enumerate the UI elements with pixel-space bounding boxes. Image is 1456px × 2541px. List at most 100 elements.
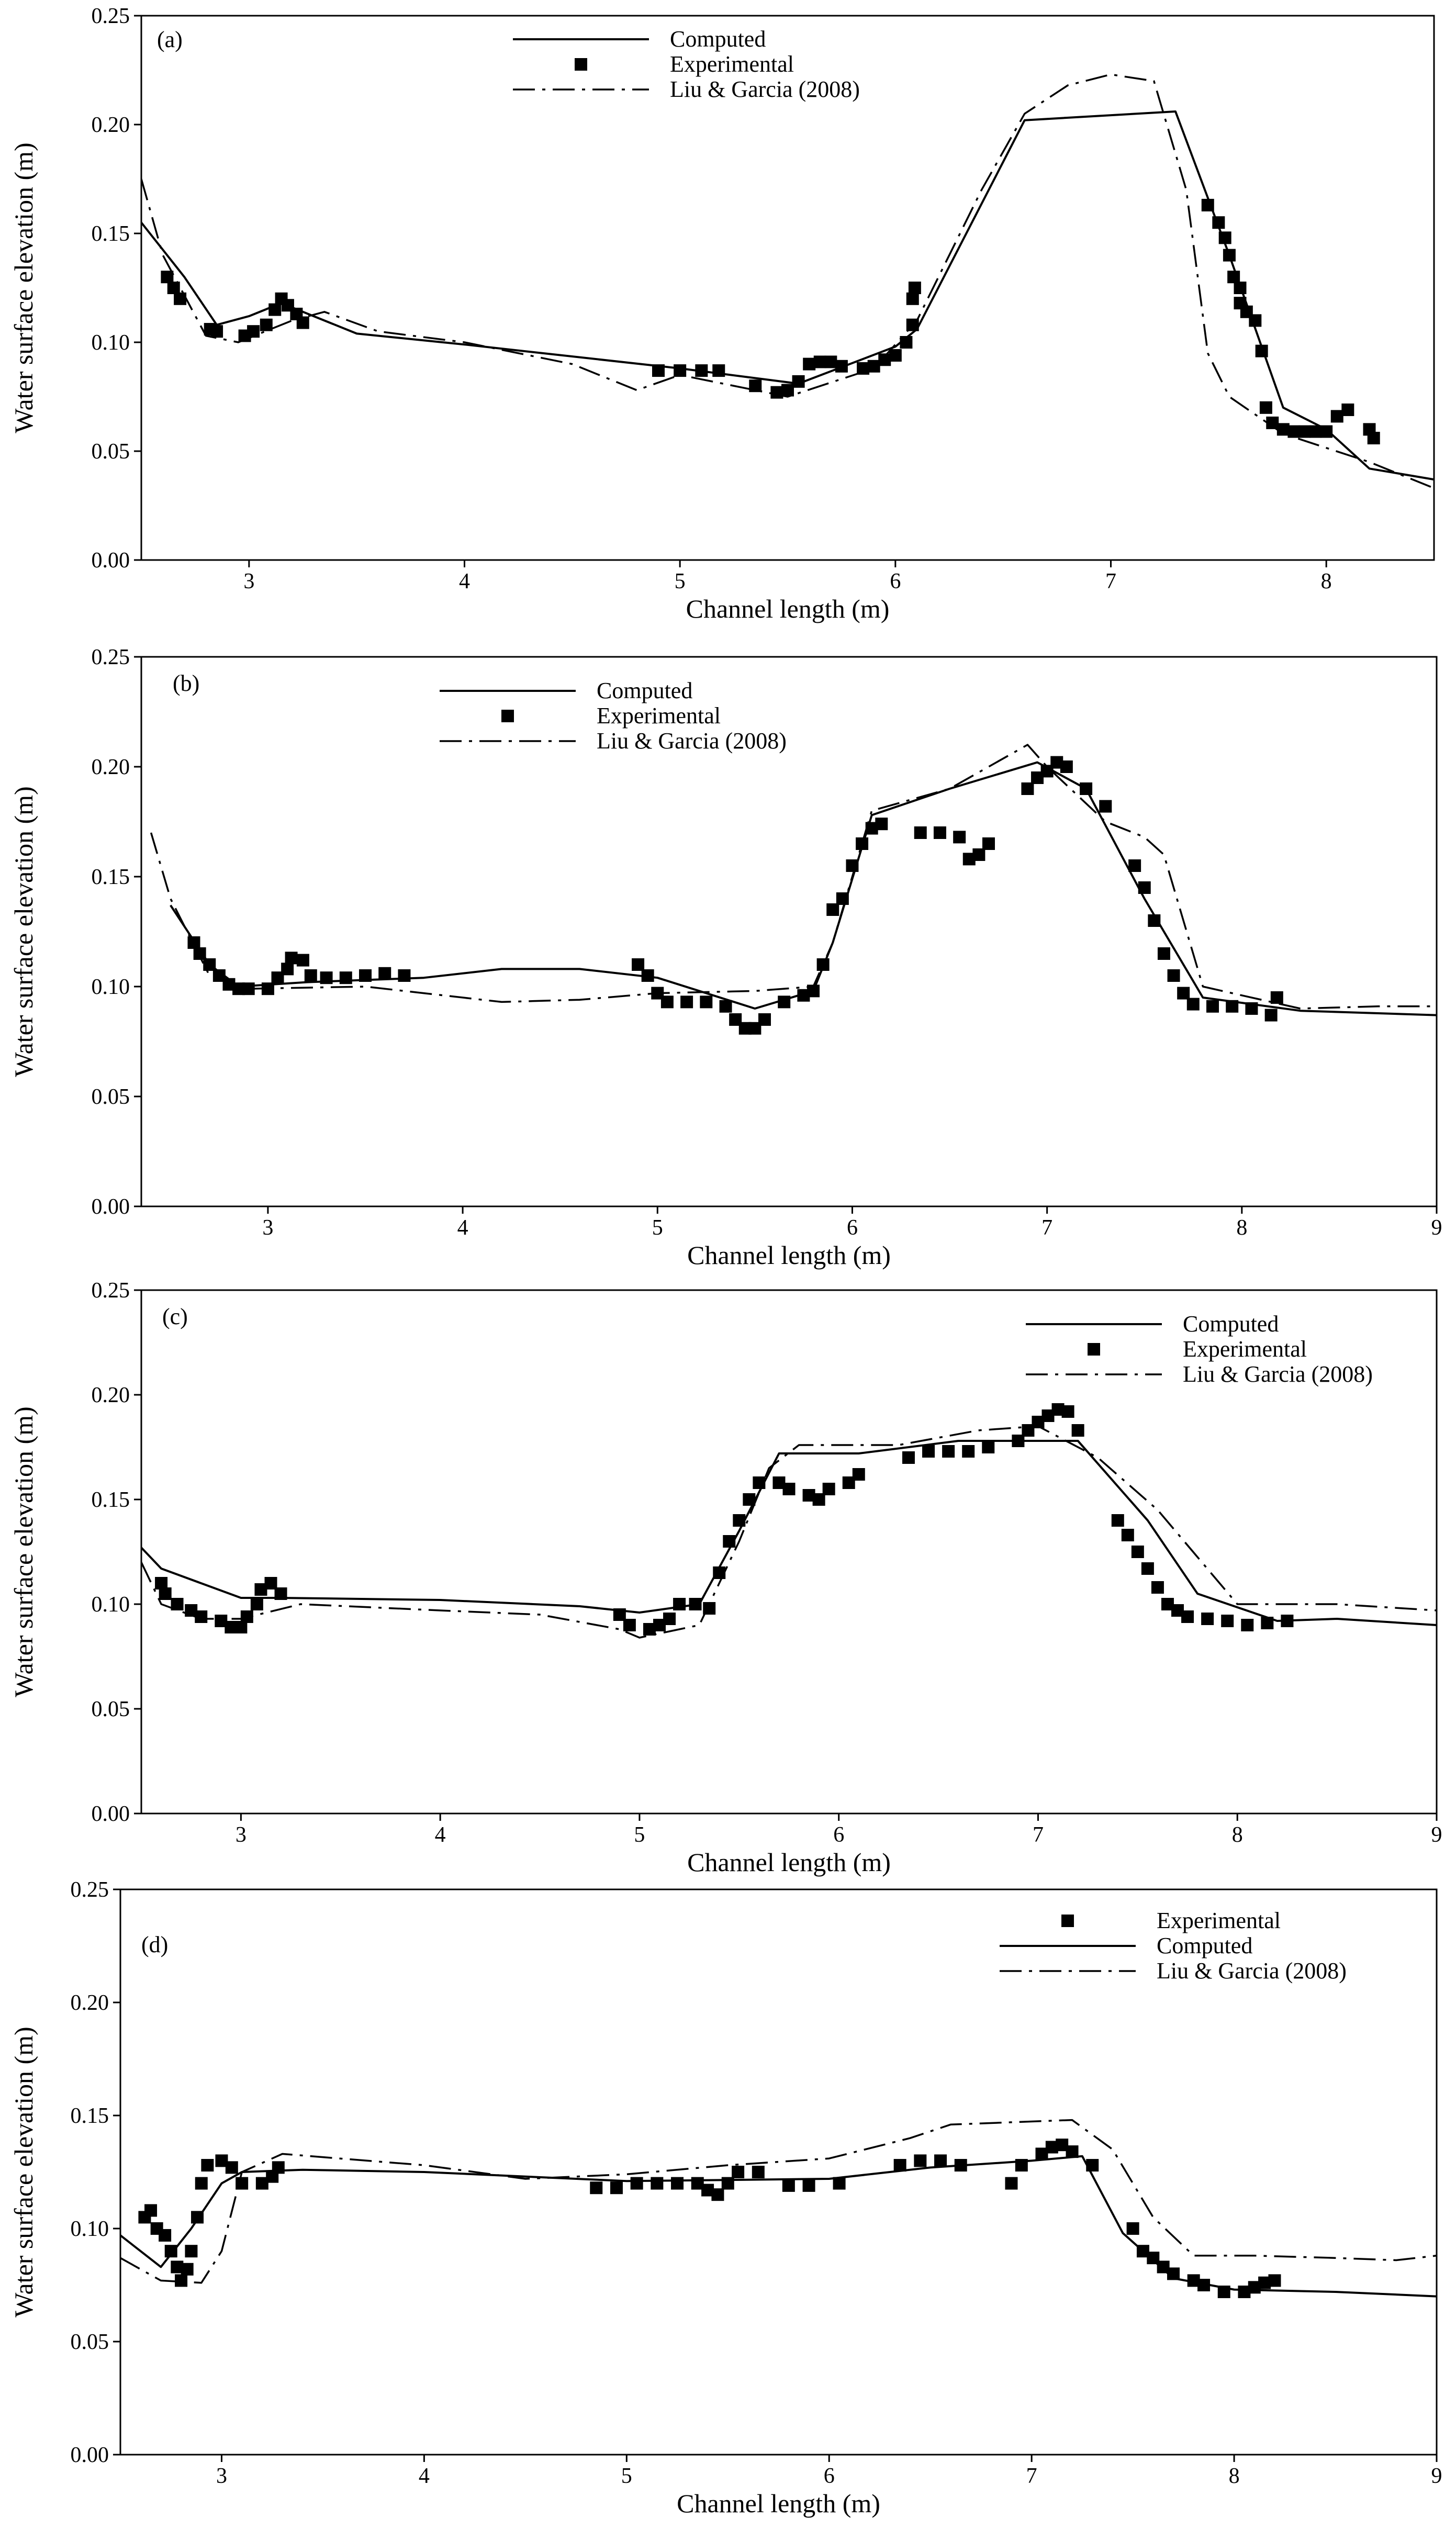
- data-point-experimental: [753, 1476, 766, 1489]
- y-tick-label: 0.20: [92, 755, 130, 779]
- y-tick-label: 0.15: [92, 865, 130, 889]
- data-point-experimental: [856, 837, 869, 850]
- data-point-experimental: [852, 1468, 865, 1481]
- data-point-experimental: [826, 903, 839, 916]
- legend-label: Liu & Garcia (2008): [1183, 1361, 1373, 1387]
- x-tick-label: 3: [236, 1823, 247, 1847]
- data-point-experimental: [378, 967, 391, 980]
- plot-area: [141, 1403, 1437, 1639]
- data-point-experimental: [1167, 969, 1180, 982]
- data-point-experimental: [982, 837, 995, 850]
- data-point-experimental: [914, 2154, 927, 2167]
- y-tick-label: 0.00: [92, 549, 130, 573]
- data-point-experimental: [339, 971, 352, 984]
- chart-panel-b: 0.00 0.05 0.10 0.15 0.20 0.25 3 4 5 6 7 8 9 Channel l…: [9, 645, 1442, 1270]
- data-point-experimental: [972, 848, 985, 861]
- x-tick-label: 7: [1105, 569, 1116, 594]
- data-point-experimental: [933, 826, 946, 839]
- data-point-experimental: [320, 971, 333, 984]
- data-point-experimental: [1148, 914, 1161, 927]
- data-point-experimental: [836, 892, 849, 905]
- x-tick-label: 4: [457, 1216, 468, 1240]
- data-point-experimental: [733, 1514, 746, 1527]
- panel-label: (d): [141, 1932, 168, 1957]
- data-point-experimental: [781, 384, 794, 397]
- series-line-liu-garcia-2008: [150, 744, 1437, 1010]
- data-point-experimental: [260, 318, 273, 331]
- data-point-experimental: [711, 2188, 724, 2201]
- x-tick-label: 9: [1431, 1823, 1442, 1847]
- data-point-experimental: [1071, 1424, 1084, 1437]
- data-point-experimental: [623, 1619, 636, 1631]
- plot-frame: [140, 656, 1438, 1207]
- data-point-experimental: [398, 969, 411, 982]
- panel-label: (b): [173, 670, 199, 696]
- data-point-experimental: [185, 2245, 198, 2258]
- x-tick-label: 4: [419, 2464, 430, 2488]
- data-point-experimental: [1157, 947, 1170, 960]
- x-tick-label: 8: [1236, 1216, 1247, 1240]
- data-point-experimental: [770, 386, 783, 399]
- data-point-experimental: [889, 349, 902, 362]
- data-point-experimental: [1218, 231, 1231, 244]
- data-point-experimental: [1234, 282, 1247, 294]
- legend-marker-experimental: [501, 710, 514, 722]
- plot-area: [150, 744, 1437, 1035]
- data-point-experimental: [934, 2154, 947, 2167]
- data-point-experimental: [1221, 1615, 1234, 1627]
- data-point-experimental: [1197, 2279, 1211, 2291]
- data-point-experimental: [954, 2159, 967, 2172]
- y-tick-label: 0.00: [71, 2443, 109, 2467]
- data-point-experimental: [758, 1013, 771, 1026]
- data-point-experimental: [867, 360, 880, 373]
- data-point-experimental: [304, 969, 317, 982]
- x-axis-label: Channel length (m): [687, 1848, 891, 1877]
- x-tick-label: 9: [1431, 2464, 1442, 2488]
- y-tick-label: 0.05: [92, 1085, 130, 1109]
- data-point-experimental: [813, 355, 826, 368]
- data-point-experimental: [632, 958, 645, 971]
- data-point-experimental: [175, 2274, 188, 2287]
- data-point-experimental: [187, 936, 200, 949]
- data-point-experimental: [281, 962, 294, 976]
- legend-label: Experimental: [597, 703, 721, 729]
- data-point-experimental: [641, 969, 654, 982]
- data-point-experimental: [1131, 1546, 1144, 1558]
- x-tick-label: 5: [675, 569, 686, 594]
- data-point-experimental: [712, 364, 725, 377]
- data-point-experimental: [1181, 1610, 1194, 1623]
- series-line-liu-garcia-2008: [141, 1425, 1437, 1639]
- data-point-experimental: [782, 1483, 796, 1495]
- plot-frame: [119, 1888, 1438, 2456]
- y-axis-label: Water surface elevation (m): [9, 2027, 38, 2317]
- data-point-experimental: [1128, 859, 1141, 872]
- data-point-experimental: [159, 1587, 172, 1600]
- data-point-experimental: [195, 2177, 208, 2190]
- x-tick-label: 7: [1033, 1823, 1044, 1847]
- x-tick-label: 3: [216, 2464, 227, 2488]
- data-point-experimental: [1264, 1009, 1278, 1022]
- data-point-experimental: [359, 969, 372, 982]
- data-point-experimental: [689, 1598, 702, 1610]
- data-point-experimental: [296, 954, 309, 967]
- legend-marker-experimental: [1088, 1343, 1100, 1356]
- data-point-experimental: [1138, 881, 1151, 894]
- x-tick-label: 6: [890, 569, 901, 594]
- x-tick-label: 8: [1229, 2464, 1240, 2488]
- data-point-experimental: [782, 2179, 795, 2192]
- data-point-experimental: [1201, 198, 1214, 211]
- data-point-experimental: [1226, 1000, 1239, 1013]
- x-tick-label: 6: [833, 1823, 844, 1847]
- legend-label: Liu & Garcia (2008): [670, 76, 860, 102]
- data-point-experimental: [590, 2181, 603, 2195]
- y-tick-label: 0.25: [92, 4, 130, 28]
- y-tick-label: 0.10: [92, 975, 130, 999]
- data-point-experimental: [1227, 271, 1240, 284]
- data-point-experimental: [1061, 1405, 1074, 1418]
- data-point-experimental: [652, 364, 665, 377]
- data-point-experimental: [902, 1451, 915, 1464]
- panel-label: (a): [157, 27, 183, 52]
- data-point-experimental: [833, 2177, 846, 2190]
- data-point-experimental: [1186, 998, 1200, 1011]
- data-point-experimental: [1177, 987, 1190, 1000]
